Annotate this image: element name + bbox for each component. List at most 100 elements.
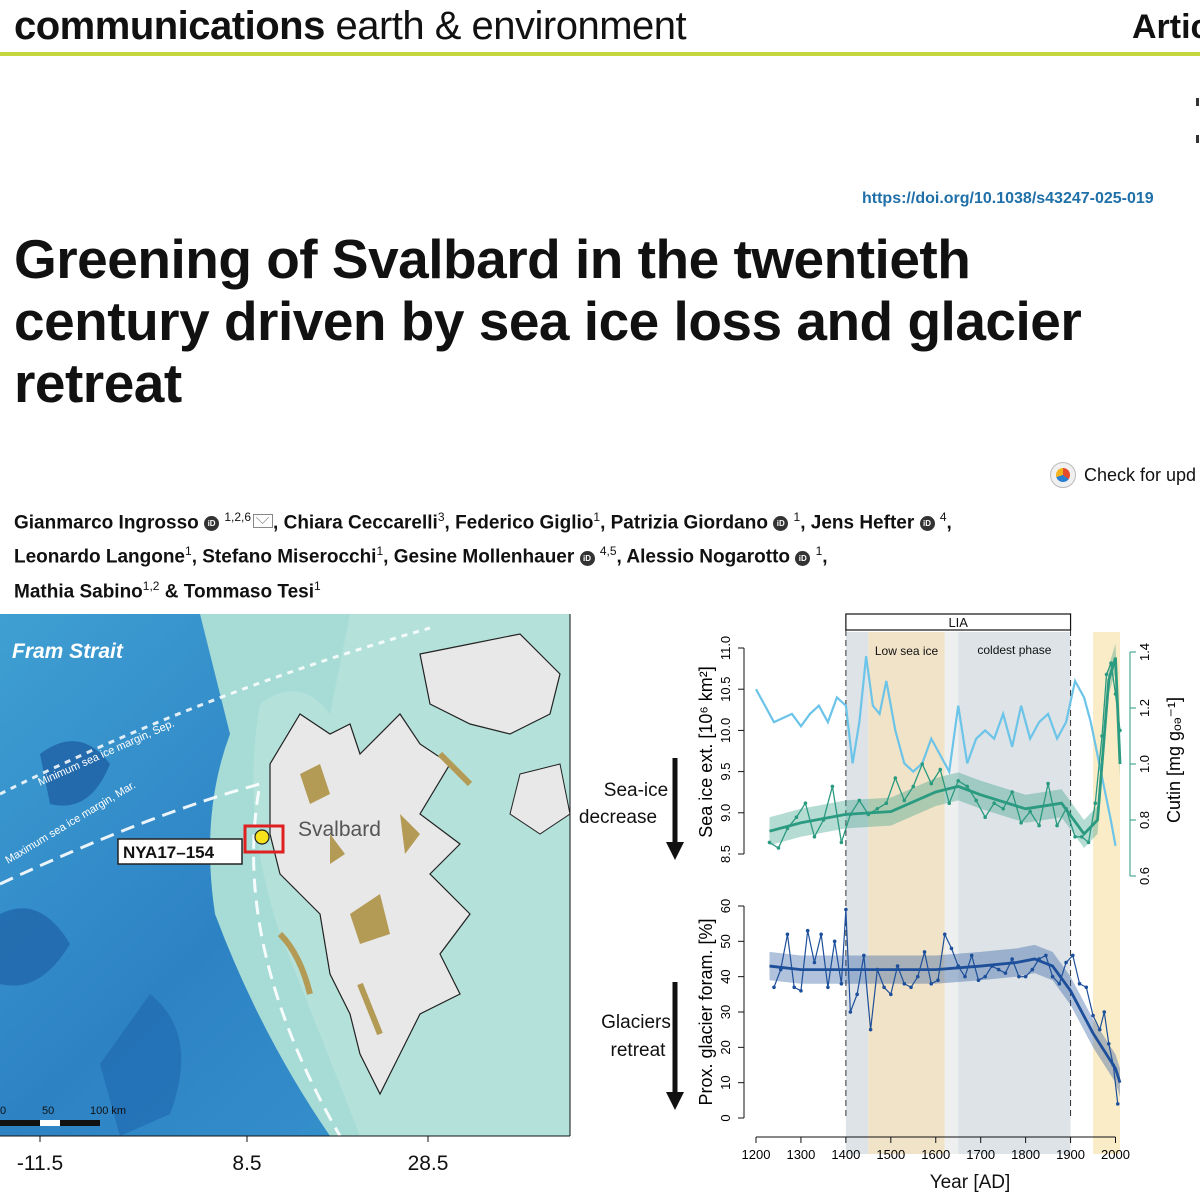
author-affiliation: 1 (313, 578, 321, 593)
foram-point (832, 939, 837, 944)
foram-point (1091, 1013, 1095, 1018)
crossmark-icon (1050, 462, 1076, 488)
cutin-point (983, 815, 987, 819)
email-icon[interactable] (253, 514, 274, 529)
cutin-point (920, 762, 925, 766)
y-tick-label: 11.0 (718, 636, 733, 660)
foram-point (996, 967, 1001, 972)
foram-point (805, 928, 810, 933)
foram-point (902, 981, 907, 986)
cutin-point (956, 779, 961, 783)
author[interactable]: Tommaso Tesi (183, 580, 314, 602)
y-tick-label: 10.0 (718, 718, 733, 743)
x-tick-label: 1200 (742, 1147, 771, 1162)
author[interactable]: Alessio Nogarotto (626, 546, 790, 568)
author-affiliation: 4,5 (599, 544, 617, 559)
foram-point (862, 953, 866, 958)
sea-ice-side-annotation: Sea-ice decrease (579, 758, 684, 860)
title-line: century driven by sea ice loss and glaci… (14, 290, 1082, 352)
author-affiliation: 1,2 (142, 578, 160, 593)
foram-point (1064, 960, 1068, 965)
foram-point (1084, 985, 1089, 990)
lia-box (845, 613, 1072, 631)
orcid-icon[interactable]: iD (773, 516, 789, 532)
cutin-point (857, 798, 862, 803)
foram-point (936, 978, 940, 982)
author[interactable]: Leonardo Langone (14, 546, 185, 568)
core-site-marker (254, 829, 270, 845)
foram-point (812, 960, 817, 965)
foram-point (1097, 1027, 1102, 1032)
y-tick-label: 50 (718, 934, 733, 948)
author[interactable]: Chiara Ceccarelli (283, 512, 438, 534)
foram-point (819, 932, 823, 937)
foram-point (1050, 974, 1055, 979)
x-tick-label: 1700 (966, 1147, 995, 1162)
foram-point (1102, 1010, 1107, 1014)
doi-link[interactable]: https://doi.org/10.1038/s43247-025-019 (862, 190, 1154, 207)
orcid-icon[interactable]: iD (795, 550, 811, 566)
cutin-point (794, 815, 799, 819)
foram-point (1115, 1102, 1120, 1106)
header-rule (0, 52, 1200, 56)
article-title: Greening of Svalbard in the twentieth ce… (14, 228, 1200, 414)
deep-basin (40, 741, 110, 806)
foram-point (983, 974, 987, 979)
cutin-point (1046, 781, 1050, 786)
nordaustlandet-landmass (419, 633, 561, 735)
cutin-point (974, 798, 978, 803)
foram-point (855, 992, 859, 997)
author-separator: , (191, 546, 203, 568)
cutin-point (830, 784, 835, 789)
cutin-point (1086, 840, 1091, 845)
foram-point (844, 907, 848, 912)
foram-point (882, 985, 886, 990)
side-mark (1196, 135, 1199, 143)
orcid-icon[interactable]: iD (579, 550, 595, 566)
foram-point (772, 985, 776, 990)
foram-point (1077, 981, 1082, 986)
foram-point (949, 946, 954, 951)
x-tick-label: 1400 (831, 1147, 860, 1162)
author[interactable]: Patrizia Giordano (610, 512, 768, 534)
foram-point (848, 1010, 853, 1014)
cutin-point (1073, 835, 1077, 839)
y-tick-label: 40 (718, 969, 733, 983)
orcid-icon[interactable]: iD (204, 516, 220, 532)
vegetation-strips (277, 751, 473, 1036)
author[interactable]: Mathia Sabino (14, 580, 143, 602)
foram-point (889, 992, 893, 997)
foram-point (969, 953, 974, 958)
author-separator: , (616, 546, 627, 568)
deep-basin (0, 908, 70, 986)
author[interactable]: Gesine Mollenhauer (393, 546, 575, 568)
check-for-updates-button[interactable]: Check for upd (1050, 462, 1196, 488)
foram-point (963, 974, 967, 979)
study-area-frame (243, 824, 285, 854)
cutin-point (1001, 807, 1005, 811)
author-affiliation: 1 (815, 544, 823, 559)
y-tick-label: 20 (718, 1040, 733, 1054)
y2-tick-label: 0.8 (1137, 811, 1152, 829)
foram-point (915, 974, 920, 979)
author-affiliation: 3 (437, 510, 445, 524)
shaded-period (944, 632, 959, 1154)
author[interactable]: Federico Giglio (455, 512, 594, 534)
cutin-confidence-band (769, 643, 1120, 848)
author[interactable]: Gianmarco Ingrosso (14, 512, 199, 534)
y2-tick-label: 0.6 (1137, 867, 1152, 885)
foram-confidence-band (769, 944, 1120, 1097)
map-x-tick-label: 28.5 (408, 1152, 449, 1175)
author-affiliation: 1 (376, 544, 384, 559)
orcid-icon[interactable]: iD (919, 516, 935, 532)
maximum-ice-margin-line (0, 781, 342, 1137)
foram-point (868, 1027, 873, 1032)
fram-strait-label: Fram Strait (12, 640, 124, 663)
foram-point (826, 985, 830, 990)
cutin-point (938, 767, 943, 772)
foram-point (1030, 967, 1035, 972)
x-tick-label: 1300 (786, 1147, 815, 1162)
author[interactable]: Stefano Miserocchi (202, 546, 377, 568)
author[interactable]: Jens Hefter (810, 512, 915, 534)
y-tick-label: 30 (718, 1005, 733, 1019)
